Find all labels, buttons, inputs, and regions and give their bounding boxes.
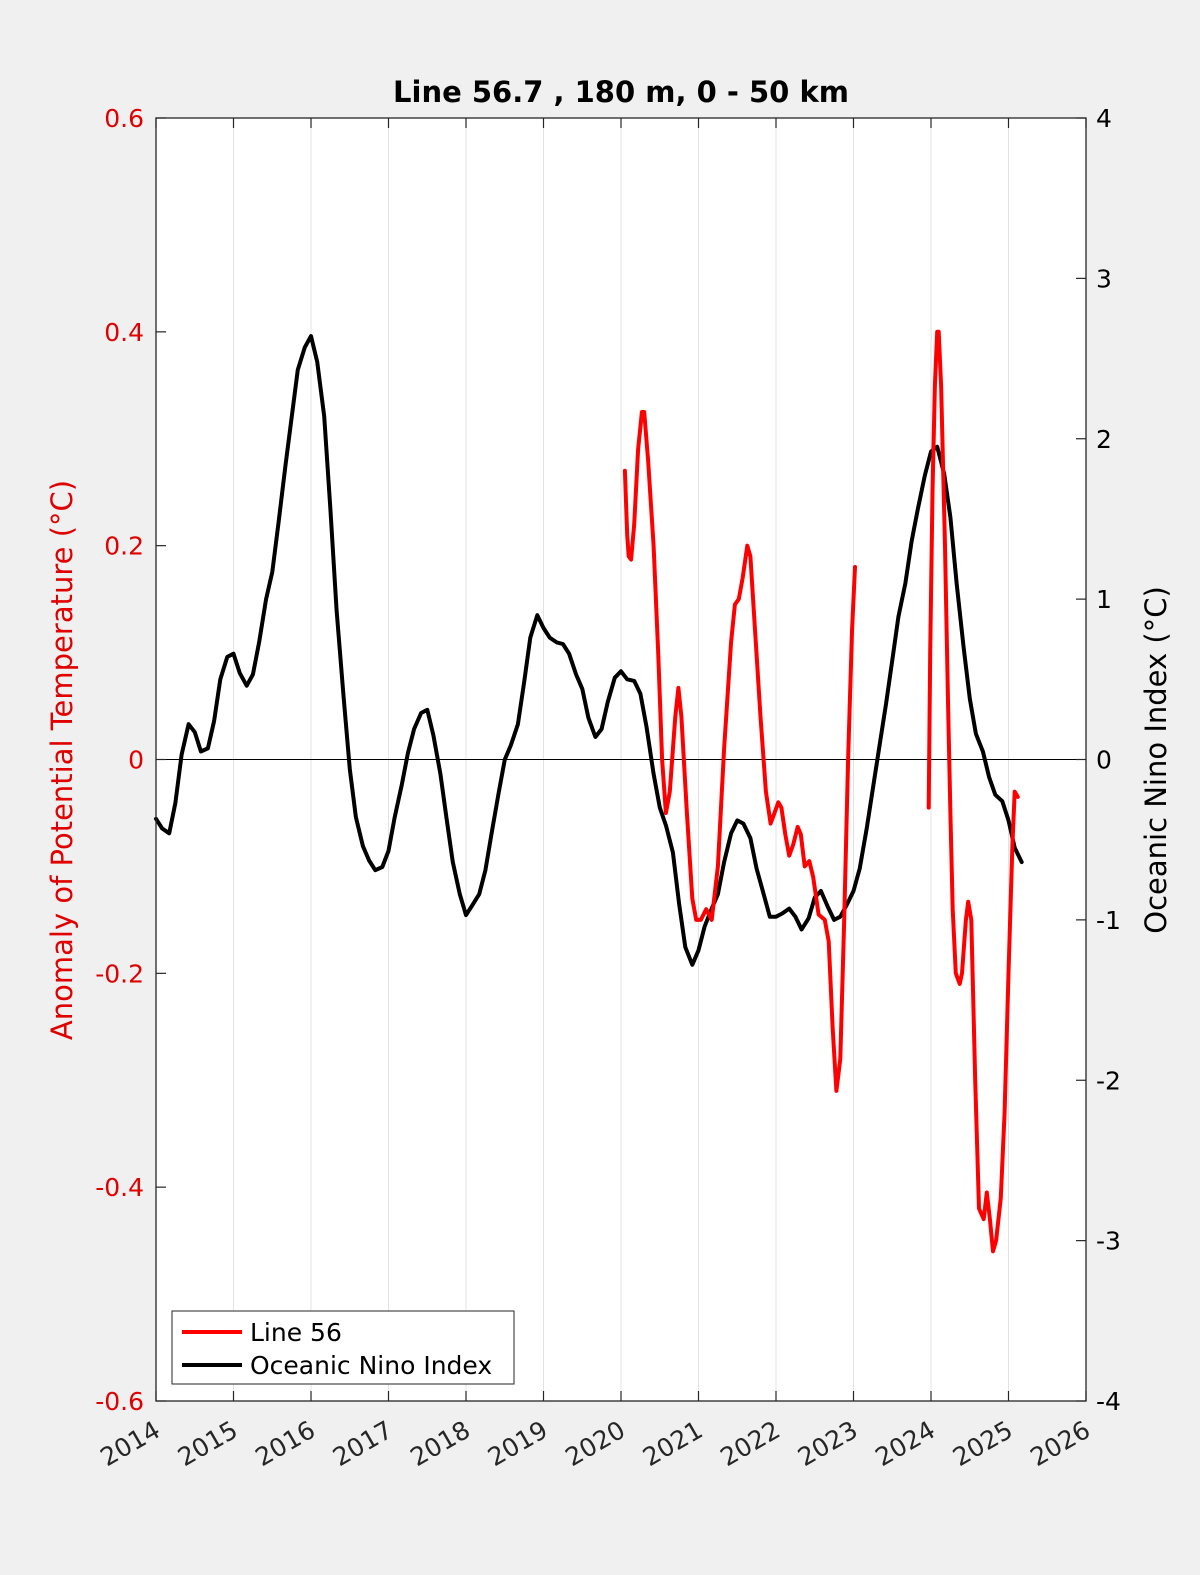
legend-box <box>171 1310 515 1385</box>
x-tick-label: 2022 <box>715 1415 785 1472</box>
oni-series-line <box>154 334 1024 967</box>
y-tick-label-left: 0.6 <box>104 104 144 133</box>
y-tick-label-right: 2 <box>1096 425 1112 454</box>
x-tick-label: 2023 <box>793 1415 863 1472</box>
y-tick-label-right: -1 <box>1096 906 1121 935</box>
y-tick-label-left: 0.2 <box>104 532 144 561</box>
x-tick-label: 2025 <box>948 1415 1018 1472</box>
y-tick-label-left: -0.2 <box>95 959 144 988</box>
y-tick-label-right: 4 <box>1096 104 1112 133</box>
x-tick-label: 2020 <box>560 1415 630 1472</box>
y-tick-label-right: 3 <box>1096 264 1112 293</box>
line56-series-line <box>622 410 857 1093</box>
series-layer <box>154 329 1024 1254</box>
x-tick-label: 2026 <box>1025 1415 1095 1472</box>
y-tick-label-right: 0 <box>1096 746 1112 775</box>
y-tick-label-left: -0.4 <box>95 1173 144 1202</box>
y-tick-label-right: -4 <box>1096 1387 1121 1416</box>
x-tick-label: 2016 <box>250 1415 320 1472</box>
y-axis-label-right: Oceanic Nino Index (°C) <box>1139 586 1173 934</box>
x-tick-label: 2019 <box>483 1415 553 1472</box>
y-tick-label-left: -0.6 <box>95 1387 144 1416</box>
y-tick-label-left: 0.4 <box>104 318 144 347</box>
x-tick-label: 2021 <box>638 1415 708 1472</box>
x-tick-label: 2018 <box>405 1415 475 1472</box>
legend: Line 56 Oceanic Nino Index <box>171 1310 515 1385</box>
legend-label-line56: Line 56 <box>250 1318 342 1347</box>
chart-title: Line 56.7 , 180 m, 0 - 50 km <box>393 75 849 109</box>
x-tick-label: 2015 <box>173 1415 243 1472</box>
x-tick-label: 2014 <box>95 1415 165 1472</box>
y-tick-label-right: -2 <box>1096 1066 1121 1095</box>
x-tick-label: 2024 <box>870 1415 940 1472</box>
y-tick-label-left: 0 <box>128 746 144 775</box>
y-tick-label-right: 1 <box>1096 585 1112 614</box>
y-tick-label-right: -3 <box>1096 1227 1121 1256</box>
x-tick-label: 2017 <box>328 1415 398 1472</box>
line56-series-line <box>926 329 1020 1254</box>
y-axis-label-left: Anomaly of Potential Temperature (°C) <box>45 480 79 1040</box>
legend-label-oni: Oceanic Nino Index <box>250 1351 492 1380</box>
